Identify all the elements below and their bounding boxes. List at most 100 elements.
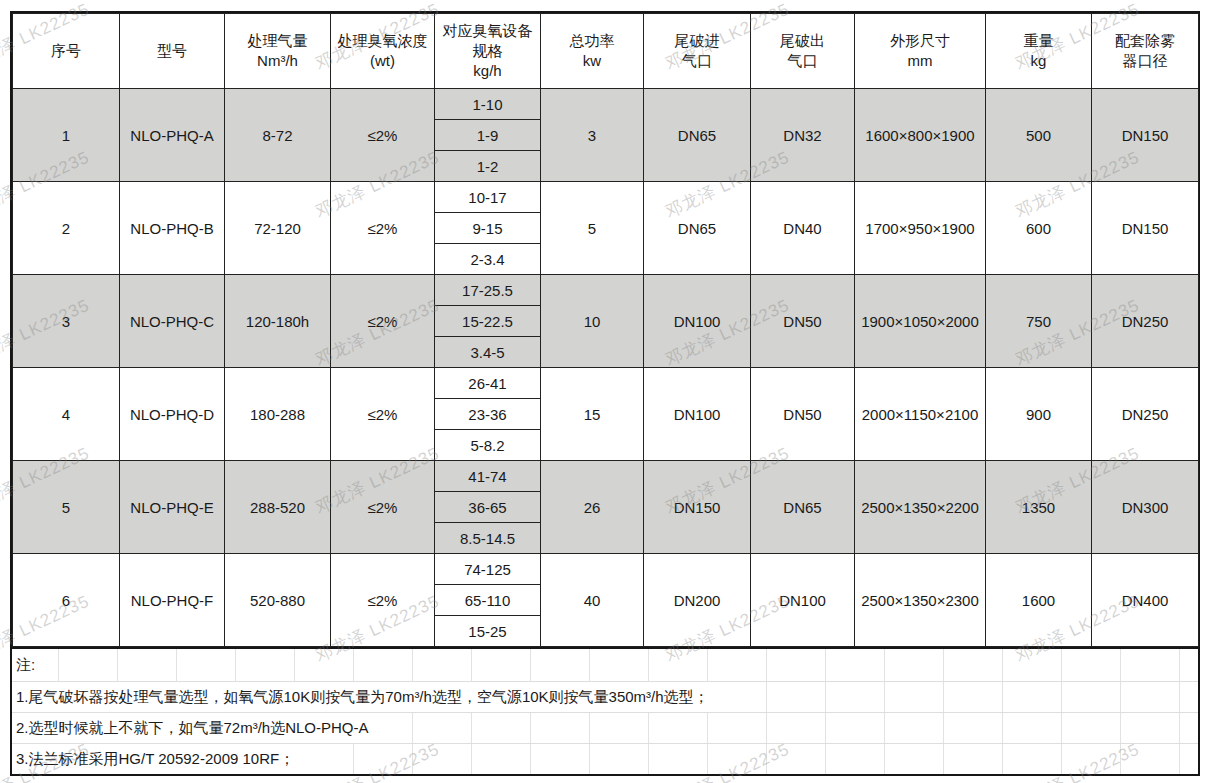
cell-outlet: DN40	[751, 182, 855, 275]
cell-dimensions: 2000×1150×2100	[855, 368, 986, 461]
column-header-line: 序号	[13, 41, 119, 61]
cell-ozone-spec: 8.5-14.5	[435, 523, 541, 554]
cell-outlet: DN50	[751, 368, 855, 461]
cell-dimensions: 1900×1050×2000	[855, 275, 986, 368]
cell-ozone-spec: 3.4-5	[435, 337, 541, 368]
column-header-line: 重量	[986, 31, 1091, 51]
cell-demister: DN150	[1092, 182, 1199, 275]
cell-ozone-spec: 23-36	[435, 399, 541, 430]
cell-inlet: DN200	[644, 554, 751, 647]
cell-inlet: DN65	[644, 182, 751, 275]
note-text: 1.尾气破坏器按处理气量选型，如氧气源10K则按气量为70m³/h选型，空气源1…	[12, 682, 721, 712]
ozone-destructor-spec-table: 序号型号处理气量Nm³/h处理臭氧浓度(wt)对应臭氧设备规格kg/h总功率kw…	[12, 13, 1199, 647]
cell-outlet: DN32	[751, 89, 855, 182]
column-header-line: 对应臭氧设备	[435, 21, 540, 41]
cell-ozone-spec: 36-65	[435, 492, 541, 523]
cell-outlet: DN65	[751, 461, 855, 554]
cell-airflow: 120-180h	[225, 275, 331, 368]
cell-concentration: ≤2%	[331, 368, 435, 461]
cell-weight: 1600	[986, 554, 1092, 647]
column-header-line: (wt)	[331, 51, 434, 71]
notes-label-row: 注:	[12, 649, 1198, 682]
column-header-line: 外形尺寸	[855, 31, 985, 51]
cell-model: NLO-PHQ-C	[120, 275, 225, 368]
cell-outlet: DN50	[751, 275, 855, 368]
column-header-outlet: 尾破出气口	[751, 14, 855, 89]
column-header-power: 总功率kw	[541, 14, 644, 89]
table-header-row: 序号型号处理气量Nm³/h处理臭氧浓度(wt)对应臭氧设备规格kg/h总功率kw…	[13, 14, 1199, 89]
column-header-line: 气口	[644, 51, 750, 71]
cell-ozone-spec: 41-74	[435, 461, 541, 492]
column-header-line: 型号	[120, 41, 224, 61]
cell-model: NLO-PHQ-B	[120, 182, 225, 275]
note-row-2: 2.选型时候就上不就下，如气量72m³/h选NLO-PHQ-A	[12, 713, 1198, 744]
cell-concentration: ≤2%	[331, 182, 435, 275]
cell-concentration: ≤2%	[331, 89, 435, 182]
cell-demister: DN400	[1092, 554, 1199, 647]
cell-power: 5	[541, 182, 644, 275]
cell-model: NLO-PHQ-A	[120, 89, 225, 182]
cell-ozone-spec: 74-125	[435, 554, 541, 585]
cell-demister: DN250	[1092, 275, 1199, 368]
note-text: 2.选型时候就上不就下，如气量72m³/h选NLO-PHQ-A	[12, 713, 381, 743]
table-row-NLO-PHQ-C-sub0: 3NLO-PHQ-C120-180h≤2%17-25.510DN100DN501…	[13, 275, 1199, 306]
cell-ozone-spec: 65-110	[435, 585, 541, 616]
table-row-NLO-PHQ-E-sub0: 5NLO-PHQ-E288-520≤2%41-7426DN150DN652500…	[13, 461, 1199, 492]
table-row-NLO-PHQ-F-sub0: 6NLO-PHQ-F520-880≤2%74-12540DN200DN10025…	[13, 554, 1199, 585]
cell-outlet: DN100	[751, 554, 855, 647]
cell-serial: 2	[13, 182, 120, 275]
cell-ozone-spec: 5-8.2	[435, 430, 541, 461]
spec-sheet-frame: 序号型号处理气量Nm³/h处理臭氧浓度(wt)对应臭氧设备规格kg/h总功率kw…	[10, 11, 1200, 776]
column-header-demister: 配套除雾器口径	[1092, 14, 1199, 89]
cell-power: 40	[541, 554, 644, 647]
cell-serial: 1	[13, 89, 120, 182]
cell-ozone-spec: 1-10	[435, 89, 541, 120]
cell-weight: 600	[986, 182, 1092, 275]
column-header-line: 规格	[435, 41, 540, 61]
column-header-line: 处理气量	[225, 31, 330, 51]
table-row-NLO-PHQ-D-sub0: 4NLO-PHQ-D180-288≤2%26-4115DN100DN502000…	[13, 368, 1199, 399]
column-header-line: 处理臭氧浓度	[331, 31, 434, 51]
column-header-serial: 序号	[13, 14, 120, 89]
cell-dimensions: 1600×800×1900	[855, 89, 986, 182]
cell-demister: DN300	[1092, 461, 1199, 554]
cell-ozone-spec: 1-9	[435, 120, 541, 151]
cell-inlet: DN65	[644, 89, 751, 182]
cell-model: NLO-PHQ-F	[120, 554, 225, 647]
column-header-ozone-spec: 对应臭氧设备规格kg/h	[435, 14, 541, 89]
column-header-dimensions: 外形尺寸mm	[855, 14, 986, 89]
cell-airflow: 72-120	[225, 182, 331, 275]
note-row-3: 3.法兰标准采用HG/T 20592-2009 10RF；	[12, 744, 1198, 774]
cell-ozone-spec: 15-25	[435, 616, 541, 647]
cell-ozone-spec: 2-3.4	[435, 244, 541, 275]
cell-inlet: DN150	[644, 461, 751, 554]
column-header-line: mm	[855, 51, 985, 71]
column-header-airflow: 处理气量Nm³/h	[225, 14, 331, 89]
cell-airflow: 8-72	[225, 89, 331, 182]
notes-label: 注:	[12, 649, 47, 681]
cell-airflow: 520-880	[225, 554, 331, 647]
cell-airflow: 288-520	[225, 461, 331, 554]
notes-section: 注: 1.尾气破坏器按处理气量选型，如氧气源10K则按气量为70m³/h选型，空…	[12, 647, 1198, 774]
cell-weight: 900	[986, 368, 1092, 461]
cell-serial: 5	[13, 461, 120, 554]
cell-weight: 500	[986, 89, 1092, 182]
cell-concentration: ≤2%	[331, 461, 435, 554]
column-header-line: 尾破出	[751, 31, 854, 51]
column-header-line: kg/h	[435, 61, 540, 81]
cell-model: NLO-PHQ-D	[120, 368, 225, 461]
note-text: 3.法兰标准采用HG/T 20592-2009 10RF；	[12, 744, 306, 774]
cell-model: NLO-PHQ-E	[120, 461, 225, 554]
cell-weight: 1350	[986, 461, 1092, 554]
cell-ozone-spec: 15-22.5	[435, 306, 541, 337]
cell-airflow: 180-288	[225, 368, 331, 461]
column-header-line: kw	[541, 51, 643, 71]
cell-ozone-spec: 26-41	[435, 368, 541, 399]
cell-dimensions: 1700×950×1900	[855, 182, 986, 275]
column-header-line: 尾破进	[644, 31, 750, 51]
table-row-NLO-PHQ-B-sub0: 2NLO-PHQ-B72-120≤2%10-175DN65DN401700×95…	[13, 182, 1199, 213]
cell-weight: 750	[986, 275, 1092, 368]
cell-power: 10	[541, 275, 644, 368]
cell-power: 15	[541, 368, 644, 461]
cell-demister: DN150	[1092, 89, 1199, 182]
